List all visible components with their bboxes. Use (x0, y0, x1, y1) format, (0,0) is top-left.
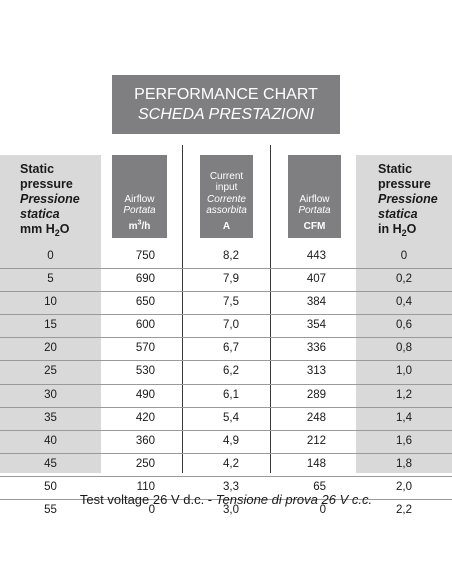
cell-airflow-m3h: 690 (135, 273, 155, 286)
performance-table-body: 0 750 8,2 443 0 5 690 7,9 407 0,2 10 650 7,5 384 0,4 15… (0, 246, 452, 523)
cell-airflow-cfm: 443 (306, 250, 326, 262)
header-static-pressure-in: Static pressure Pressione statica in H2O (378, 162, 438, 238)
chart-title-box: PERFORMANCE CHART SCHEDA PRESTAZIONI (112, 75, 340, 134)
cell-static-pressure-in: 2,0 (396, 480, 412, 493)
cell-airflow-m3h: 110 (136, 480, 155, 493)
cell-airflow-m3h: 600 (135, 319, 155, 332)
table-row: 40 360 4,9 212 1,6 (0, 431, 452, 454)
cell-static-pressure-mm: 30 (44, 388, 57, 401)
cell-current: 4,9 (223, 434, 239, 447)
cell-static-pressure-in: 1,6 (396, 434, 412, 447)
cell-static-pressure-in: 1,4 (396, 411, 412, 424)
table-row: 25 530 6,2 313 1,0 (0, 361, 452, 385)
footer-italian: Tensione di prova 26 V c.c. (215, 492, 373, 507)
cell-current: 4,2 (223, 457, 239, 470)
table-row: 10 650 7,5 384 0,4 (0, 292, 452, 316)
header-airflow-m3h: Airflow Portata m3/h (112, 155, 167, 238)
cell-static-pressure-mm: 25 (44, 365, 57, 378)
column-divider (182, 145, 183, 473)
cell-current: 6,2 (223, 365, 239, 378)
cell-static-pressure-mm: 5 (47, 273, 54, 286)
table-row: 30 490 6,1 289 1,2 (0, 385, 452, 408)
table-row: 50 110 3,3 65 2,0 (0, 477, 452, 501)
cell-current: 7,0 (223, 319, 239, 332)
cell-airflow-cfm: 248 (306, 411, 326, 424)
cell-current: 3,3 (223, 480, 239, 493)
cell-airflow-cfm: 384 (306, 296, 326, 309)
table-row: 5 690 7,9 407 0,2 (0, 269, 452, 293)
cell-static-pressure-mm: 40 (44, 434, 57, 447)
cell-static-pressure-mm: 45 (44, 457, 57, 470)
cell-airflow-m3h: 0 (148, 504, 155, 517)
header-airflow-cfm: Airflow Portata CFM (288, 155, 341, 238)
header-static-pressure-mm: Static pressure Pressione statica mm H2O (20, 162, 80, 238)
cell-airflow-m3h: 420 (135, 411, 155, 424)
cell-airflow-cfm: 289 (306, 388, 326, 401)
cell-current: 7,9 (223, 273, 239, 286)
table-row: 15 600 7,0 354 0,6 (0, 315, 452, 339)
cell-static-pressure-mm: 15 (44, 319, 57, 332)
cell-airflow-m3h: 250 (135, 457, 155, 470)
cell-airflow-m3h: 750 (135, 250, 155, 262)
cell-static-pressure-in: 1,8 (396, 457, 412, 470)
column-divider (270, 145, 271, 473)
cell-airflow-cfm: 148 (306, 457, 326, 470)
cell-airflow-cfm: 212 (306, 434, 326, 447)
cell-static-pressure-in: 1,2 (396, 388, 412, 401)
cell-airflow-cfm: 65 (313, 480, 326, 493)
table-row: 20 570 6,7 336 0,8 (0, 338, 452, 362)
cell-static-pressure-in: 0,8 (396, 342, 412, 355)
cell-current: 7,5 (223, 296, 239, 309)
table-row: 55 0 3,0 0 2,2 (0, 500, 452, 523)
cell-airflow-m3h: 360 (135, 434, 155, 447)
cell-static-pressure-in: 0,4 (396, 296, 412, 309)
cell-airflow-cfm: 336 (306, 342, 326, 355)
cell-static-pressure-mm: 20 (44, 342, 57, 355)
cell-static-pressure-in: 0 (400, 250, 408, 262)
table-row: 0 750 8,2 443 0 (0, 246, 452, 270)
cell-current: 5,4 (223, 411, 239, 424)
cell-static-pressure-mm: 10 (44, 296, 57, 309)
cell-static-pressure-mm: 0 (47, 250, 54, 262)
cell-airflow-m3h: 570 (135, 342, 155, 355)
cell-airflow-m3h: 530 (135, 365, 155, 378)
table-row: 45 250 4,2 148 1,8 (0, 454, 452, 477)
title-italian: SCHEDA PRESTAZIONI (137, 105, 315, 123)
cell-static-pressure-mm: 35 (44, 411, 57, 424)
cell-airflow-cfm: 407 (306, 273, 326, 286)
cell-static-pressure-in: 0,2 (396, 273, 412, 286)
cell-static-pressure-in: 1,0 (396, 365, 412, 378)
cell-static-pressure-in: 2,2 (396, 504, 412, 517)
cell-current: 6,1 (223, 388, 239, 401)
right-column-background (356, 155, 452, 473)
cell-static-pressure-in: 0,6 (396, 319, 412, 332)
table-row: 35 420 5,4 248 1,4 (0, 408, 452, 431)
cell-airflow-m3h: 490 (135, 388, 155, 401)
left-column-background (0, 155, 101, 473)
header-current-input: Current input Corrente assorbita A (200, 155, 253, 238)
cell-static-pressure-mm: 50 (44, 480, 57, 493)
cell-airflow-cfm: 0 (319, 504, 326, 517)
footer-english: Test voltage 26 V d.c. - (79, 492, 216, 507)
cell-current: 6,7 (223, 342, 239, 355)
cell-airflow-m3h: 650 (135, 296, 155, 309)
cell-airflow-cfm: 313 (306, 365, 326, 378)
cell-airflow-cfm: 354 (306, 319, 326, 332)
cell-current: 8,2 (223, 250, 239, 262)
title-english: PERFORMANCE CHART (134, 85, 318, 103)
test-voltage-note: Test voltage 26 V d.c. - Tensione di pro… (0, 492, 452, 507)
cell-static-pressure-mm: 55 (44, 504, 57, 517)
cell-current: 3,0 (223, 504, 239, 517)
